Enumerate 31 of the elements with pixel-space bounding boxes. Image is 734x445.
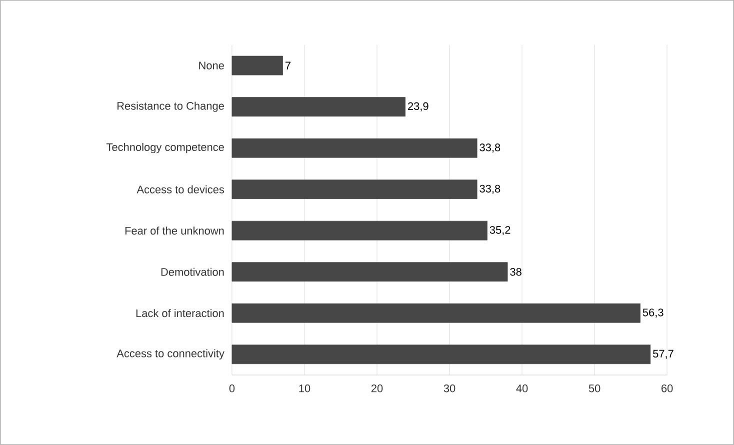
bar [232, 220, 488, 240]
y-tick-label: Access to devices [136, 185, 224, 194]
bar [232, 180, 478, 200]
data-label: 38 [510, 268, 522, 276]
y-tick-label: Fear of the unknown [125, 226, 224, 235]
y-tick-label: Resistance to Change [118, 102, 224, 112]
y-tick-label: None [199, 62, 224, 70]
y-tick-label: Demotivation [161, 268, 224, 276]
bar [232, 97, 406, 117]
bar [232, 344, 651, 364]
y-tick-label: Access to connectivity [116, 349, 224, 360]
y-tick-label: Technology competence [106, 143, 224, 154]
y-tick-label: Lack of interaction [136, 309, 224, 318]
bar [232, 56, 283, 76]
x-tick-label: 10 [299, 384, 310, 392]
data-label: 23,9 [408, 102, 428, 112]
data-label: 56,3 [642, 308, 664, 318]
bar [232, 262, 508, 282]
data-label: 33,8 [480, 144, 500, 153]
bar [232, 138, 478, 158]
x-tick-label: 50 [588, 384, 600, 392]
data-label: 35,2 [490, 226, 510, 236]
data-label: 7 [285, 62, 290, 70]
data-label: 33,8 [480, 184, 500, 194]
x-tick-label: 0 [229, 384, 235, 392]
x-tick-label: 20 [371, 384, 383, 392]
x-tick-label: 40 [516, 384, 528, 392]
data-label: 57,7 [653, 350, 674, 359]
x-tick-label: 60 [662, 384, 673, 392]
x-tick-label: 30 [444, 384, 456, 392]
bar [232, 303, 640, 323]
